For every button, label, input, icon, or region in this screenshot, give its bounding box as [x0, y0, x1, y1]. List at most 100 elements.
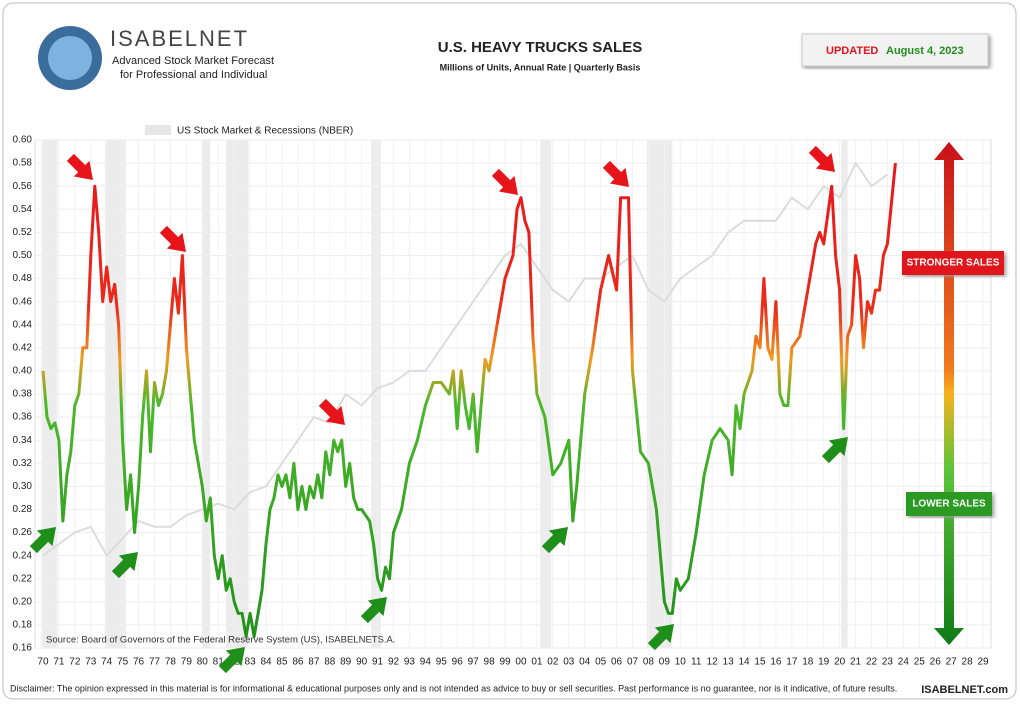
x-tick-label: 93: [404, 657, 416, 668]
x-tick-label: 88: [324, 657, 336, 668]
x-tick-label: 21: [850, 657, 862, 668]
x-tick-label: 04: [579, 657, 591, 668]
x-tick-label: 91: [372, 657, 384, 668]
line: [42, 162, 888, 557]
arrow-red: [602, 160, 629, 187]
x-tick-label: 13: [723, 657, 735, 668]
arrow-green: [647, 624, 674, 651]
y-tick-label: 0.28: [13, 504, 33, 515]
brand: ISABELNET: [110, 26, 249, 51]
x-tick-label: 92: [388, 657, 400, 668]
x-tick-label: 85: [276, 657, 288, 668]
x-tick-label: 10: [675, 657, 687, 668]
site: ISABELNET.com: [921, 684, 1008, 696]
arrow-red: [66, 153, 93, 180]
x-tick-label: 80: [197, 657, 209, 668]
x-tick-label: 20: [834, 657, 846, 668]
x-tick-label: 17: [786, 657, 798, 668]
x-tick-label: 07: [627, 657, 639, 668]
x-tick-label: 89: [340, 657, 352, 668]
source: Source: Board of Governors of the Federa…: [46, 635, 396, 646]
y-tick-label: 0.60: [13, 135, 33, 146]
y-tick-label: 0.58: [13, 158, 33, 169]
x-tick-label: 12: [707, 657, 719, 668]
x-tick-label: 90: [356, 657, 368, 668]
arrow-green: [360, 597, 387, 624]
y-tick-label: 0.40: [13, 366, 33, 377]
updated-label: UPDATED: [826, 45, 878, 57]
y-tick-label: 0.50: [13, 250, 33, 261]
x-tick-label: 02: [547, 657, 559, 668]
x-tick-label: 26: [930, 657, 942, 668]
y-tick-label: 0.38: [13, 389, 33, 400]
x-tick-label: 72: [69, 657, 81, 668]
legend-label: US Stock Market & Recessions (NBER): [177, 126, 353, 137]
arrow-red: [491, 168, 518, 195]
x-tick-label: 14: [738, 657, 750, 668]
disclaimer: Disclaimer: The opinion expressed in thi…: [10, 683, 897, 693]
y-tick-label: 0.46: [13, 296, 33, 307]
y-tick-label: 0.20: [13, 596, 33, 607]
y-tick-label: 0.42: [13, 342, 33, 353]
y-tick-label: 0.48: [13, 273, 33, 284]
y-tick-label: 0.26: [13, 527, 33, 538]
x-tick-label: 24: [898, 657, 910, 668]
x-tick-label: 25: [914, 657, 926, 668]
x-tick-label: 18: [802, 657, 814, 668]
y-tick-label: 0.32: [13, 458, 33, 469]
x-tick-label: 08: [643, 657, 655, 668]
x-tick-label: 95: [436, 657, 448, 668]
arrow-red: [318, 398, 345, 425]
tagline: for Professional and Individual: [120, 69, 267, 81]
y-tick-label: 0.54: [13, 204, 33, 215]
y-tick-label: 0.16: [13, 643, 33, 654]
legend-swatch: [145, 125, 171, 135]
x-tick-label: 78: [165, 657, 177, 668]
scale-arrow: STRONGER SALES LOWER SALES: [902, 142, 1004, 645]
x-tick-label: 22: [866, 657, 878, 668]
x-tick-label: 11: [691, 657, 702, 668]
y-tick-label: 0.52: [13, 227, 33, 238]
x-tick-label: 83: [245, 657, 257, 668]
annotations: [29, 145, 848, 674]
x-tick-label: 09: [659, 657, 671, 668]
x-tick-label: 15: [754, 657, 766, 668]
x-tick-label: 99: [499, 657, 511, 668]
x-tick-label: 94: [420, 657, 432, 668]
x-tick-label: 76: [133, 657, 145, 668]
y-tick-label: 0.36: [13, 412, 33, 423]
x-tick-label: 06: [611, 657, 623, 668]
x-tick-label: 28: [962, 657, 974, 668]
x-tick-label: 73: [85, 657, 97, 668]
x-tick-label: 86: [292, 657, 304, 668]
y-tick-label: 0.56: [13, 181, 33, 192]
chart-title: U.S. HEAVY TRUCKS SALES: [438, 39, 642, 56]
x-tick-label: 27: [946, 657, 958, 668]
x-tick-label: 03: [563, 657, 575, 668]
x-tick-label: 29: [977, 657, 989, 668]
x-tick-label: 98: [484, 657, 496, 668]
scale-label: LOWER SALES: [912, 499, 986, 510]
x-tick-label: 77: [149, 657, 161, 668]
x-tick-label: 01: [531, 657, 543, 668]
scale-label: STRONGER SALES: [907, 258, 1000, 269]
logo: [38, 26, 102, 90]
x-tick-label: 00: [515, 657, 527, 668]
updated-date: August 4, 2023: [886, 45, 964, 57]
x-tick-label: 81: [213, 657, 225, 668]
updated-box: [801, 33, 989, 67]
x-tick-label: 84: [260, 657, 272, 668]
x-tick-label: 70: [37, 657, 49, 668]
x-tick-label: 96: [452, 657, 464, 668]
arrow-green: [111, 552, 138, 579]
arrow-red: [159, 225, 186, 252]
line: [41, 162, 897, 638]
x-tick-label: 79: [181, 657, 193, 668]
arrow-green: [821, 437, 848, 464]
arrow-green: [29, 527, 56, 554]
x-tick-label: 75: [117, 657, 129, 668]
arrow-green: [218, 647, 245, 674]
y-tick-label: 0.34: [13, 435, 33, 446]
plot: 0.16 0.18 0.20 0.22 0.24 0.26 0.28 0.30 0.32 0.34…: [13, 135, 992, 668]
